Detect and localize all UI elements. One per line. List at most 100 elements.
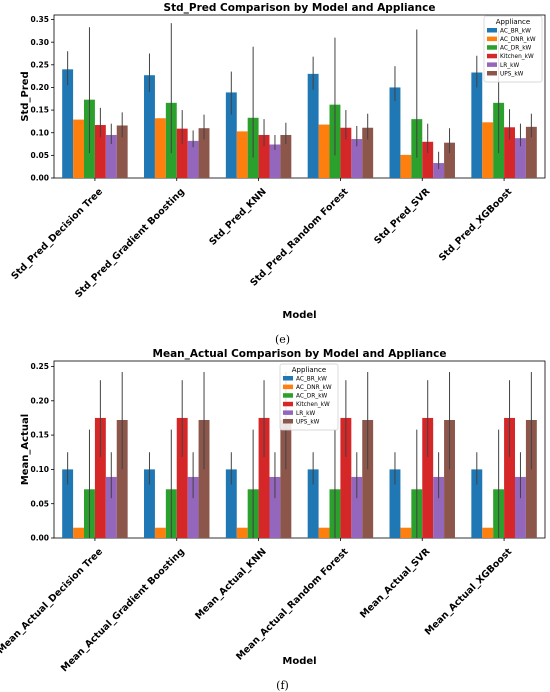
bar [318,124,330,178]
bar [340,417,352,538]
bar [198,420,210,538]
x-axis-label: Model [282,656,316,667]
x-axis-label: Model [282,310,316,321]
bar [154,527,166,538]
bar [351,476,363,538]
bar [187,140,199,178]
chart-1: Std_Pred Comparison by Model and Applian… [9,2,546,346]
bar [94,417,106,538]
legend-swatch [487,62,497,67]
bar [351,139,363,178]
bar [525,126,537,178]
bar [362,127,374,178]
bar [389,87,401,178]
bar [62,69,74,178]
legend-label: UPS_kW [296,419,320,425]
bar [116,420,128,538]
bar [187,476,199,538]
bar [269,476,281,538]
bar [236,131,248,178]
y-tick-label: 0.30 [30,38,49,47]
bar [307,469,319,538]
y-axis: 0.00 0.05 0.10 0.15 0.20 0.25 [30,362,54,543]
y-axis-label: Std_Pred [20,71,31,121]
bar [471,72,483,178]
bar [198,128,210,178]
y-tick-label: 0.15 [30,106,49,115]
bar [105,476,117,538]
figure-caption: (f) [276,679,289,692]
bar [400,527,412,538]
bar [389,469,401,538]
bar [340,127,352,178]
y-tick-label: 0.20 [30,396,49,405]
bar [422,417,434,538]
bar [258,417,270,538]
bar [116,125,128,178]
bar [225,469,237,538]
bar [471,469,483,538]
legend-label: UPS_kW [500,71,524,77]
legend: Appliance AC_BR_kW AC_DNR_kW AC_DR_kW Kitche… [483,15,543,83]
legend-swatch [487,45,497,50]
bar [176,128,188,178]
bar [225,92,237,178]
legend-swatch [487,36,497,42]
bar [269,144,281,178]
bar [362,420,374,538]
legend-label: AC_DR_kW [500,46,532,52]
chart-title: Std_Pred Comparison by Model and Applian… [164,2,436,14]
legend-swatch [283,410,293,415]
x-tick-label: Mean_Actual_KNN [193,546,269,622]
legend-label: LR_kW [500,63,520,69]
x-tick-label: Mean_Actual_SVR [358,546,433,621]
x-tick-label: Std_Pred_XGBoost [437,186,515,264]
legend-label: LR_kW [296,411,316,417]
legend-label: AC_BR_kW [500,28,531,34]
x-tick-label: Mean_Actual_XGBoost [423,546,515,638]
plot-frame [53,14,546,179]
x-axis: Std_Pred_Decision TreeStd_Pred_Gradient … [9,178,515,300]
y-tick-label: 0.00 [30,174,49,183]
plot-frame [53,360,546,539]
bar [73,527,85,538]
bar [504,127,515,178]
legend-swatch [283,401,293,407]
bar [280,420,292,538]
bar [433,476,445,538]
bar [444,420,455,538]
y-tick-label: 0.10 [30,128,49,137]
legend-label: Kitchen_kW [296,402,330,408]
bars [62,371,537,538]
x-tick-label: Std_Pred_Random Forest [248,186,351,289]
legend: Appliance AC_BR_kW AC_DNR_kW AC_DR_kW Kitche… [279,363,339,431]
legend-swatch [487,71,497,76]
chart-2: Mean_Actual Comparison by Model and Appl… [0,348,546,692]
bar [318,527,330,538]
legend-swatch [283,384,293,390]
legend-label: AC_DR_kW [296,394,328,400]
bar [105,134,117,178]
legend-swatch [283,393,293,398]
legend-box [483,15,543,83]
y-tick-label: 0.35 [30,15,49,24]
x-tick-label: Std_Pred_Decision Tree [9,186,105,282]
bar [258,134,270,178]
bars [62,23,537,178]
x-tick-label: Std_Pred_SVR [372,186,433,247]
y-tick-label: 0.00 [30,534,49,543]
bar [307,73,319,178]
bar [514,138,526,178]
bar [144,469,155,538]
bar [444,142,455,178]
figure-caption: (e) [275,333,290,346]
legend-label: AC_BR_kW [296,376,327,382]
y-tick-label: 0.25 [30,362,49,371]
y-axis-label: Mean_Actual [20,414,31,485]
y-tick-label: 0.05 [30,499,49,508]
x-tick-label: Std_Pred_KNN [207,186,268,247]
chart-title: Mean_Actual Comparison by Model and Appl… [153,348,447,360]
bar [62,469,74,538]
y-axis: 0.00 0.05 0.10 0.15 0.20 0.25 0.30 0.35 [30,15,54,183]
